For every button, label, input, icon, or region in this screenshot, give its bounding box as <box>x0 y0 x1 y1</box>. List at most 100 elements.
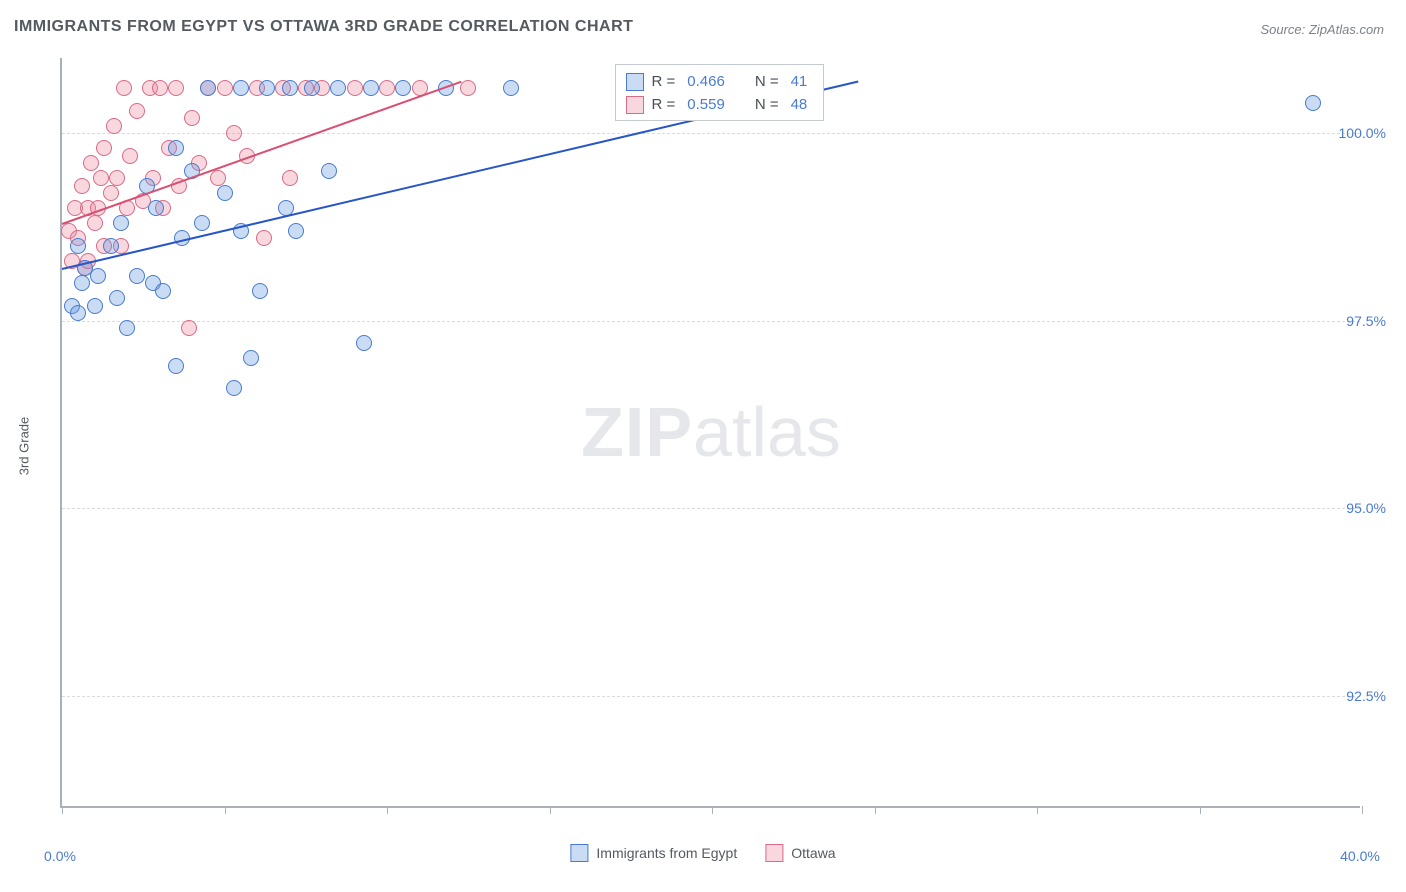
legend-label: Immigrants from Egypt <box>596 845 737 861</box>
data-point <box>321 163 337 179</box>
data-point <box>122 148 138 164</box>
data-point <box>194 215 210 231</box>
chart-title: IMMIGRANTS FROM EGYPT VS OTTAWA 3RD GRAD… <box>14 18 633 36</box>
data-point <box>70 238 86 254</box>
plot-area: ZIPatlas R = 0.466 N = 41 R = 0.559 N = 48 <box>60 58 1360 808</box>
legend-item: Immigrants from Egypt <box>570 844 737 862</box>
data-point <box>74 178 90 194</box>
x-tick <box>387 806 388 814</box>
data-point <box>1305 95 1321 111</box>
data-point <box>87 298 103 314</box>
legend-swatch <box>765 844 783 862</box>
data-point <box>181 320 197 336</box>
stats-legend: R = 0.466 N = 41 R = 0.559 N = 48 <box>615 64 825 121</box>
data-point <box>217 80 233 96</box>
x-tick <box>1200 806 1201 814</box>
data-point <box>103 185 119 201</box>
data-point <box>83 155 99 171</box>
data-point <box>168 140 184 156</box>
data-point <box>152 80 168 96</box>
y-axis-label: 3rd Grade <box>17 417 32 476</box>
data-point <box>256 230 272 246</box>
data-point <box>103 238 119 254</box>
data-point <box>233 80 249 96</box>
gridline <box>62 696 1360 697</box>
data-point <box>282 80 298 96</box>
x-tick <box>712 806 713 814</box>
data-point <box>363 80 379 96</box>
n-value: 41 <box>787 71 812 94</box>
gridline <box>62 508 1360 509</box>
y-tick-label: 95.0% <box>1346 500 1386 516</box>
data-point <box>93 170 109 186</box>
data-point <box>90 268 106 284</box>
legend-swatch <box>570 844 588 862</box>
data-point <box>252 283 268 299</box>
legend-swatch <box>626 96 644 114</box>
data-point <box>184 110 200 126</box>
gridline <box>62 321 1360 322</box>
data-point <box>148 200 164 216</box>
n-label: N = <box>755 71 779 94</box>
r-label: R = <box>652 94 676 117</box>
source-attribution: Source: ZipAtlas.com <box>1260 22 1384 37</box>
data-point <box>347 80 363 96</box>
data-point <box>70 305 86 321</box>
data-point <box>109 290 125 306</box>
data-point <box>226 125 242 141</box>
data-point <box>288 223 304 239</box>
x-tick-label: 40.0% <box>1340 848 1380 864</box>
n-label: N = <box>755 94 779 117</box>
gridline <box>62 133 1360 134</box>
data-point <box>200 80 216 96</box>
data-point <box>96 140 112 156</box>
data-point <box>460 80 476 96</box>
x-tick <box>550 806 551 814</box>
x-tick <box>225 806 226 814</box>
data-point <box>503 80 519 96</box>
data-point <box>226 380 242 396</box>
y-tick-label: 92.5% <box>1346 688 1386 704</box>
data-point <box>259 80 275 96</box>
r-value: 0.559 <box>683 94 729 117</box>
data-point <box>74 275 90 291</box>
stats-legend-row: R = 0.466 N = 41 <box>626 71 812 94</box>
x-tick <box>875 806 876 814</box>
y-tick-label: 100.0% <box>1339 125 1386 141</box>
data-point <box>395 80 411 96</box>
data-point <box>210 170 226 186</box>
data-point <box>155 283 171 299</box>
y-tick-label: 97.5% <box>1346 313 1386 329</box>
data-point <box>304 80 320 96</box>
watermark-bold: ZIP <box>581 393 693 471</box>
data-point <box>87 215 103 231</box>
legend-label: Ottawa <box>791 845 835 861</box>
x-tick <box>1037 806 1038 814</box>
r-value: 0.466 <box>683 71 729 94</box>
x-tick <box>62 806 63 814</box>
data-point <box>106 118 122 134</box>
data-point <box>243 350 259 366</box>
legend-swatch <box>626 73 644 91</box>
stats-legend-row: R = 0.559 N = 48 <box>626 94 812 117</box>
x-tick <box>1362 806 1363 814</box>
data-point <box>109 170 125 186</box>
series-legend: Immigrants from Egypt Ottawa <box>570 844 835 862</box>
data-point <box>119 320 135 336</box>
data-point <box>129 268 145 284</box>
data-point <box>116 80 132 96</box>
r-label: R = <box>652 71 676 94</box>
data-point <box>168 80 184 96</box>
legend-item: Ottawa <box>765 844 835 862</box>
data-point <box>330 80 346 96</box>
data-point <box>217 185 233 201</box>
watermark: ZIPatlas <box>581 392 841 472</box>
data-point <box>168 358 184 374</box>
data-point <box>282 170 298 186</box>
data-point <box>113 215 129 231</box>
data-point <box>379 80 395 96</box>
x-tick-label: 0.0% <box>44 848 76 864</box>
watermark-rest: atlas <box>693 393 841 471</box>
n-value: 48 <box>787 94 812 117</box>
data-point <box>129 103 145 119</box>
